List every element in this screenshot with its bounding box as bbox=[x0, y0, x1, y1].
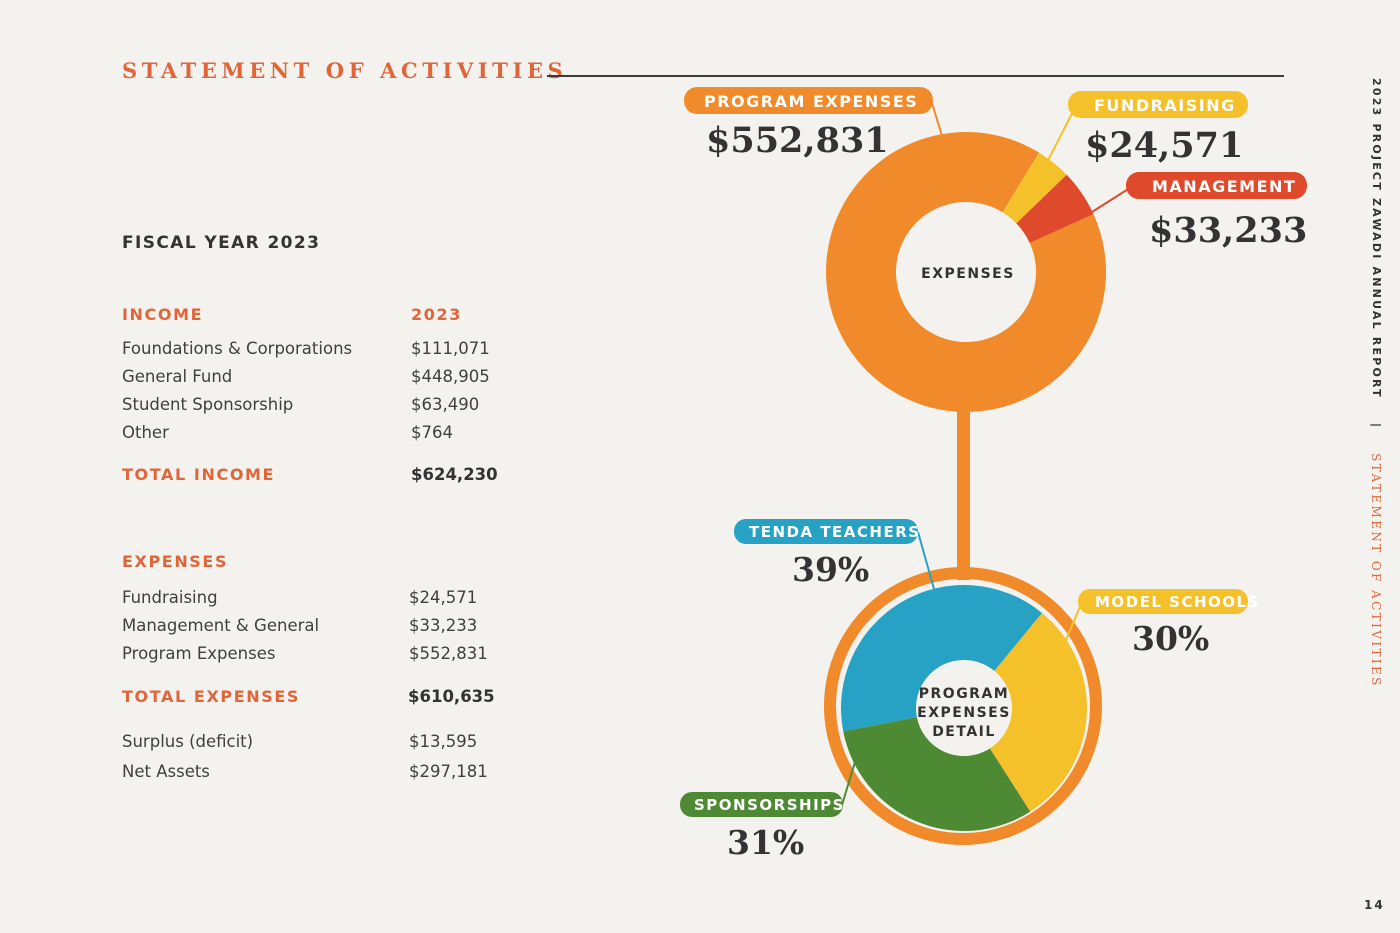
income-row-label: Other bbox=[122, 423, 169, 442]
heading-rule bbox=[547, 75, 1284, 77]
income-row-value: $448,905 bbox=[411, 367, 490, 386]
label-fundraising: FUNDRAISING bbox=[1094, 96, 1236, 115]
page-heading: STATEMENT OF ACTIVITIES bbox=[122, 58, 568, 83]
summary-row-label: Surplus (deficit) bbox=[122, 732, 254, 751]
value-fundraising: $24,571 bbox=[1085, 125, 1243, 166]
side-report-title: 2023 PROJECT ZAWADI ANNUAL REPORT bbox=[1370, 78, 1383, 399]
income-row-label: General Fund bbox=[122, 367, 233, 386]
label-sponsorships: SPONSORSHIPS bbox=[694, 796, 845, 814]
label-tenda-teachers: TENDA TEACHERS bbox=[749, 523, 921, 541]
callout-program-expenses: PROGRAM EXPENSES $552,831 bbox=[684, 87, 933, 161]
side-separator: | bbox=[1370, 422, 1383, 430]
summary-row-value: $13,595 bbox=[409, 732, 478, 751]
expense-row-value: $24,571 bbox=[409, 588, 478, 607]
leader-management bbox=[1091, 185, 1134, 213]
callout-tenda-teachers: TENDA TEACHERS 39% bbox=[734, 519, 921, 589]
summary-row-value: $297,181 bbox=[409, 762, 488, 781]
total-income-value: $624,230 bbox=[411, 465, 498, 484]
income-row-value: $63,490 bbox=[411, 395, 480, 414]
income-row-value: $764 bbox=[411, 423, 453, 442]
expenses-donut bbox=[826, 131, 1106, 413]
pill-fundraising bbox=[1068, 91, 1248, 118]
callout-management: MANAGEMENT $33,233 bbox=[1126, 172, 1307, 251]
income-row-label: Foundations & Corporations bbox=[122, 339, 353, 358]
income-row-value: $111,071 bbox=[411, 339, 490, 358]
expense-row-value: $33,233 bbox=[409, 616, 478, 635]
label-model-schools: MODEL SCHOOLS bbox=[1095, 593, 1260, 611]
value-tenda-teachers: 39% bbox=[792, 550, 869, 589]
center-label-detail: DETAIL bbox=[932, 724, 996, 740]
side-section-title: STATEMENT OF ACTIVITIES bbox=[1369, 453, 1383, 688]
slice-model-schools bbox=[989, 612, 1087, 812]
center-label-detail: PROGRAM bbox=[919, 686, 1009, 702]
program-detail-donut bbox=[840, 585, 1087, 831]
fiscal-year-title: FISCAL YEAR 2023 bbox=[122, 233, 321, 253]
slice-tenda-teachers bbox=[840, 585, 1043, 732]
page-number: 14 bbox=[1364, 898, 1385, 912]
income-row-label: Student Sponsorship bbox=[122, 395, 294, 414]
pill-program-expenses bbox=[684, 87, 933, 114]
label-program-expenses: PROGRAM EXPENSES bbox=[704, 92, 918, 111]
pill-model-schools bbox=[1078, 589, 1248, 614]
label-management: MANAGEMENT bbox=[1152, 177, 1296, 196]
center-label-detail: EXPENSES bbox=[917, 705, 1011, 721]
total-income-label: TOTAL INCOME bbox=[122, 465, 276, 484]
income-year-heading: 2023 bbox=[411, 305, 462, 324]
leader-lines bbox=[841, 99, 1134, 806]
expense-row-label: Management & General bbox=[122, 616, 320, 635]
leader-sponsorships bbox=[841, 751, 859, 806]
pill-management bbox=[1126, 172, 1307, 199]
callout-model-schools: MODEL SCHOOLS 30% bbox=[1078, 589, 1260, 658]
side-running-header: 2023 PROJECT ZAWADI ANNUAL REPORT | STAT… bbox=[1369, 78, 1383, 688]
chart-connector bbox=[957, 402, 970, 580]
total-expenses-label: TOTAL EXPENSES bbox=[122, 687, 301, 706]
expenses-heading: EXPENSES bbox=[122, 552, 229, 571]
expense-row-label: Fundraising bbox=[122, 588, 218, 607]
slice-program-expenses bbox=[826, 131, 1106, 413]
value-sponsorships: 31% bbox=[727, 823, 804, 862]
summary-row-label: Net Assets bbox=[122, 762, 210, 781]
callout-sponsorships: SPONSORSHIPS 31% bbox=[680, 792, 845, 862]
value-model-schools: 30% bbox=[1132, 619, 1209, 658]
income-heading: INCOME bbox=[122, 305, 204, 324]
leader-program-expenses bbox=[930, 99, 944, 140]
expense-row-value: $552,831 bbox=[409, 644, 488, 663]
value-management: $33,233 bbox=[1149, 210, 1307, 251]
callout-fundraising: FUNDRAISING $24,571 bbox=[1068, 91, 1248, 166]
slice-fundraising bbox=[1002, 152, 1067, 224]
total-expenses-value: $610,635 bbox=[408, 687, 495, 706]
leader-model-schools bbox=[1065, 601, 1083, 641]
center-label-expenses: EXPENSES bbox=[921, 266, 1015, 282]
expense-row-label: Program Expenses bbox=[122, 644, 276, 663]
slice-management bbox=[1016, 174, 1094, 244]
pill-tenda-teachers bbox=[734, 519, 918, 544]
value-program-expenses: $552,831 bbox=[706, 120, 889, 161]
leader-tenda-teachers bbox=[917, 531, 937, 597]
detail-outer-ring bbox=[824, 567, 1102, 845]
leader-fundraising bbox=[1043, 103, 1078, 169]
slice-sponsorships bbox=[843, 717, 1031, 831]
pill-sponsorships bbox=[680, 792, 843, 817]
